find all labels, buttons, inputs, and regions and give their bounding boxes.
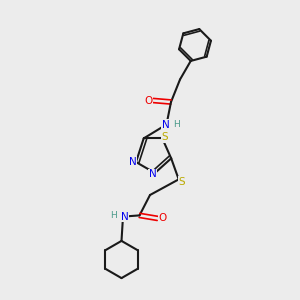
Text: O: O (158, 213, 166, 224)
Text: N: N (121, 212, 128, 222)
Text: N: N (162, 119, 170, 130)
Text: H: H (110, 211, 117, 220)
Text: N: N (128, 157, 136, 167)
Text: H: H (174, 120, 180, 129)
Text: O: O (144, 95, 153, 106)
Text: N: N (149, 169, 156, 179)
Text: S: S (161, 132, 168, 142)
Text: S: S (178, 177, 185, 187)
